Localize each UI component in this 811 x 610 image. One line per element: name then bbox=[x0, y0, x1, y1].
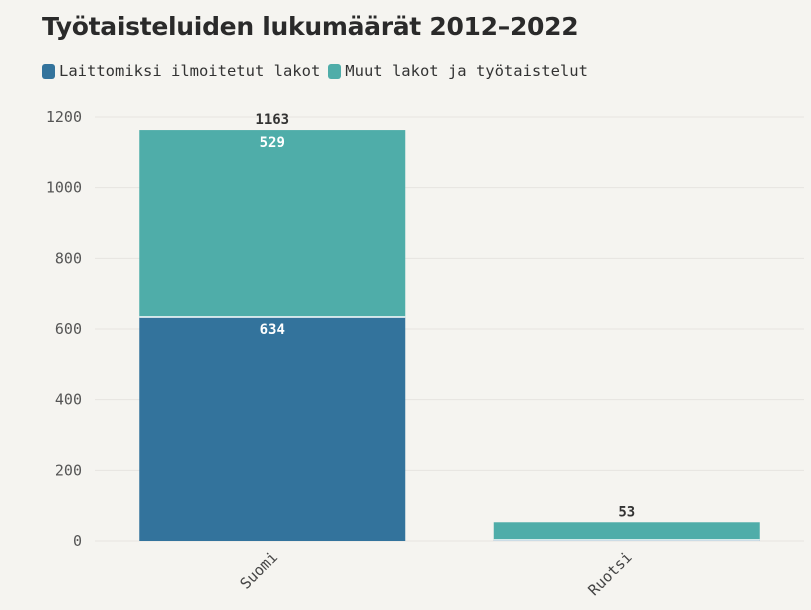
legend-item-illegal-strikes: Laittomiksi ilmoitetut lakot bbox=[42, 62, 320, 80]
legend-label-illegal-strikes: Laittomiksi ilmoitetut lakot bbox=[59, 62, 321, 80]
y-tick-label: 600 bbox=[55, 320, 82, 338]
y-tick-label: 1000 bbox=[46, 179, 82, 197]
y-tick-label: 400 bbox=[55, 391, 82, 409]
total-value-label: 1163 bbox=[255, 112, 289, 128]
bar-segment bbox=[493, 522, 760, 540]
legend-label-other-strikes: Muut lakot ja työtaistelut bbox=[345, 62, 588, 80]
legend-item-other-strikes: Muut lakot ja työtaistelut bbox=[328, 62, 588, 80]
y-tick-label: 1200 bbox=[46, 108, 82, 126]
total-value-label: 53 bbox=[618, 504, 635, 520]
segment-value-label: 634 bbox=[260, 322, 285, 338]
y-tick-label: 800 bbox=[55, 249, 82, 267]
segment-value-label: 529 bbox=[260, 135, 285, 151]
legend: Laittomiksi ilmoitetut lakot Muut lakot … bbox=[42, 62, 596, 80]
x-category-label: Ruotsi bbox=[585, 548, 636, 599]
x-category-label: Suomi bbox=[236, 548, 281, 593]
legend-swatch-other-strikes bbox=[328, 63, 342, 79]
y-tick-label: 0 bbox=[73, 532, 82, 550]
chart-title: Työtaisteluiden lukumäärät 2012–2022 bbox=[42, 12, 579, 41]
y-tick-label: 200 bbox=[55, 461, 82, 479]
legend-swatch-illegal-strikes bbox=[42, 63, 55, 79]
bar-segment bbox=[139, 130, 406, 317]
bar-segment bbox=[139, 316, 406, 541]
